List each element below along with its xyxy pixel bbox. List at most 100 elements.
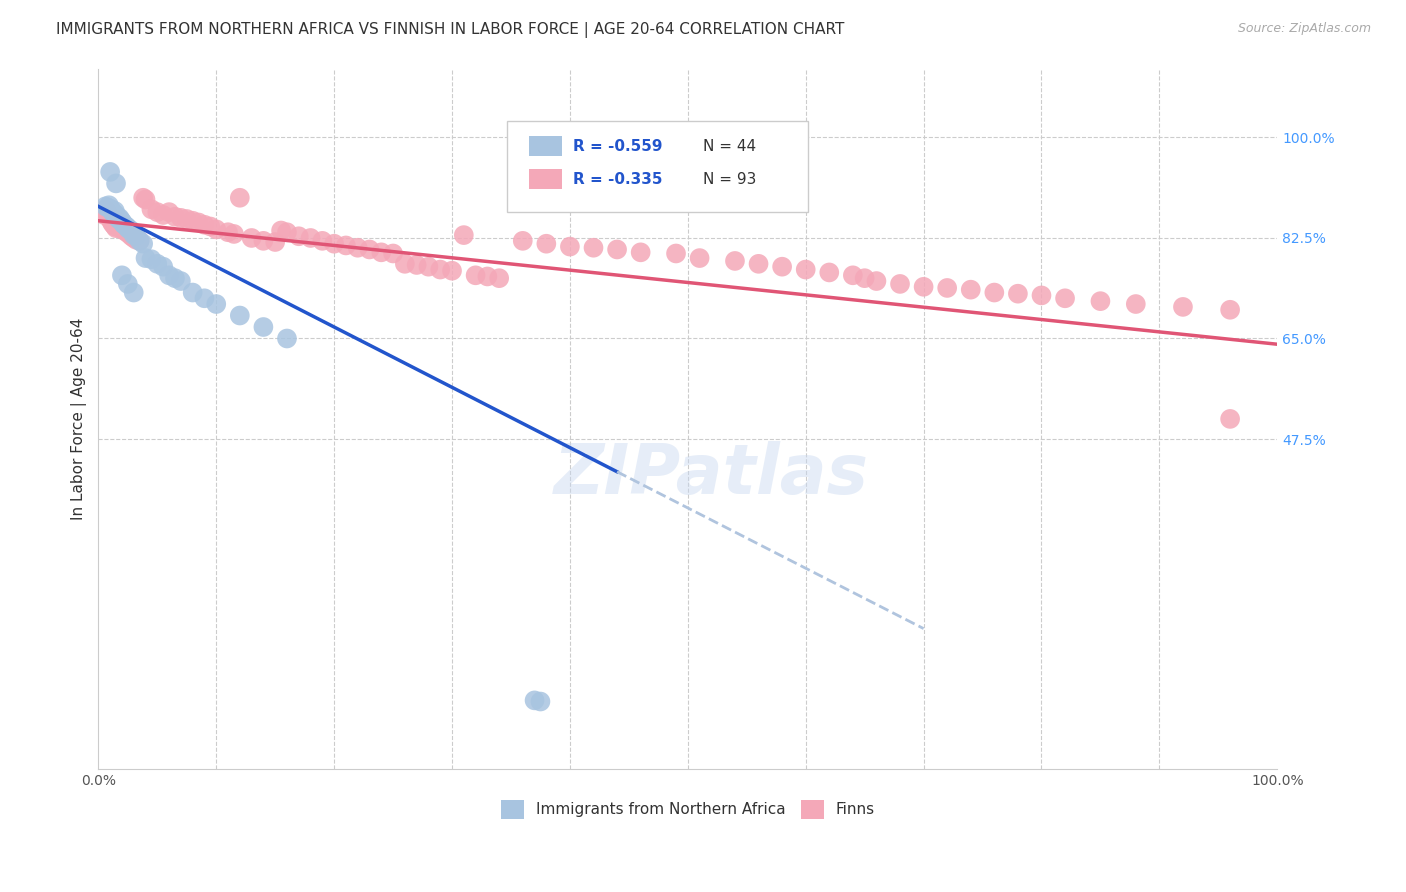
Point bbox=[98, 165, 121, 179]
Point bbox=[120, 229, 142, 244]
Point bbox=[103, 218, 125, 232]
Point bbox=[118, 227, 141, 241]
Point bbox=[108, 211, 131, 225]
Point bbox=[865, 274, 887, 288]
Point bbox=[141, 252, 163, 267]
Point bbox=[98, 212, 121, 227]
Point bbox=[100, 202, 122, 217]
Legend: Immigrants from Northern Africa, Finns: Immigrants from Northern Africa, Finns bbox=[495, 794, 882, 825]
Point bbox=[107, 215, 129, 229]
Point bbox=[110, 220, 132, 235]
Point bbox=[93, 208, 115, 222]
Point bbox=[394, 257, 416, 271]
Point bbox=[665, 246, 688, 260]
Point bbox=[512, 234, 534, 248]
Point bbox=[853, 271, 876, 285]
Point bbox=[193, 291, 215, 305]
Point bbox=[105, 213, 128, 227]
Point bbox=[122, 228, 145, 243]
Point bbox=[794, 262, 817, 277]
Point bbox=[370, 245, 392, 260]
Point bbox=[122, 231, 145, 245]
Point bbox=[187, 215, 209, 229]
Point bbox=[94, 202, 117, 217]
Point bbox=[418, 260, 440, 274]
Point bbox=[103, 206, 125, 220]
Point bbox=[96, 204, 118, 219]
Text: R = -0.335: R = -0.335 bbox=[574, 172, 664, 186]
Text: R = -0.559: R = -0.559 bbox=[574, 139, 664, 153]
Point bbox=[1054, 291, 1077, 305]
Point bbox=[146, 257, 169, 271]
FancyBboxPatch shape bbox=[508, 121, 808, 212]
Point bbox=[97, 206, 120, 220]
Point bbox=[936, 281, 959, 295]
Point bbox=[724, 254, 747, 268]
Point bbox=[842, 268, 865, 283]
Point bbox=[94, 199, 117, 213]
Point bbox=[311, 234, 333, 248]
Point bbox=[1007, 286, 1029, 301]
Point bbox=[205, 222, 228, 236]
Point bbox=[464, 268, 486, 283]
Point bbox=[1031, 288, 1053, 302]
Point bbox=[163, 271, 186, 285]
Point bbox=[128, 234, 150, 248]
Point bbox=[429, 262, 451, 277]
Point bbox=[523, 693, 546, 707]
Point bbox=[889, 277, 911, 291]
Point bbox=[770, 260, 793, 274]
Point bbox=[264, 235, 287, 249]
Point bbox=[110, 213, 132, 227]
Point bbox=[152, 260, 174, 274]
Point bbox=[100, 214, 122, 228]
Point bbox=[115, 219, 138, 234]
Text: N = 44: N = 44 bbox=[703, 139, 756, 153]
Point bbox=[287, 229, 309, 244]
Point bbox=[157, 268, 180, 283]
Point bbox=[120, 223, 142, 237]
Point bbox=[141, 202, 163, 217]
Point bbox=[1125, 297, 1147, 311]
Point bbox=[582, 241, 605, 255]
Point bbox=[276, 331, 298, 345]
Point bbox=[115, 225, 138, 239]
FancyBboxPatch shape bbox=[529, 169, 561, 189]
Point bbox=[181, 285, 204, 300]
Point bbox=[118, 222, 141, 236]
Text: IMMIGRANTS FROM NORTHERN AFRICA VS FINNISH IN LABOR FORCE | AGE 20-64 CORRELATIO: IMMIGRANTS FROM NORTHERN AFRICA VS FINNI… bbox=[56, 22, 845, 38]
Point bbox=[105, 221, 128, 235]
Point bbox=[1219, 302, 1241, 317]
Point bbox=[157, 205, 180, 219]
Point bbox=[453, 228, 475, 243]
Point bbox=[222, 227, 245, 241]
Point bbox=[108, 218, 131, 232]
Point bbox=[630, 245, 652, 260]
Point bbox=[252, 320, 274, 334]
Point bbox=[112, 218, 135, 232]
Point bbox=[229, 309, 252, 323]
Point bbox=[299, 231, 322, 245]
Point bbox=[163, 210, 186, 224]
Point bbox=[132, 236, 155, 251]
Point bbox=[205, 297, 228, 311]
Point bbox=[112, 217, 135, 231]
Point bbox=[689, 251, 711, 265]
Point bbox=[488, 271, 510, 285]
Point bbox=[529, 694, 551, 708]
Point bbox=[152, 208, 174, 222]
Point bbox=[105, 210, 128, 224]
Point bbox=[606, 243, 628, 257]
Point bbox=[176, 212, 198, 227]
Point bbox=[97, 201, 120, 215]
Point bbox=[117, 277, 139, 291]
Point bbox=[134, 193, 156, 207]
Point bbox=[818, 265, 841, 279]
Point bbox=[107, 212, 129, 227]
Point bbox=[134, 251, 156, 265]
Point bbox=[132, 191, 155, 205]
Point bbox=[105, 208, 128, 222]
Point bbox=[97, 198, 120, 212]
Point bbox=[98, 202, 121, 216]
Point bbox=[181, 213, 204, 227]
